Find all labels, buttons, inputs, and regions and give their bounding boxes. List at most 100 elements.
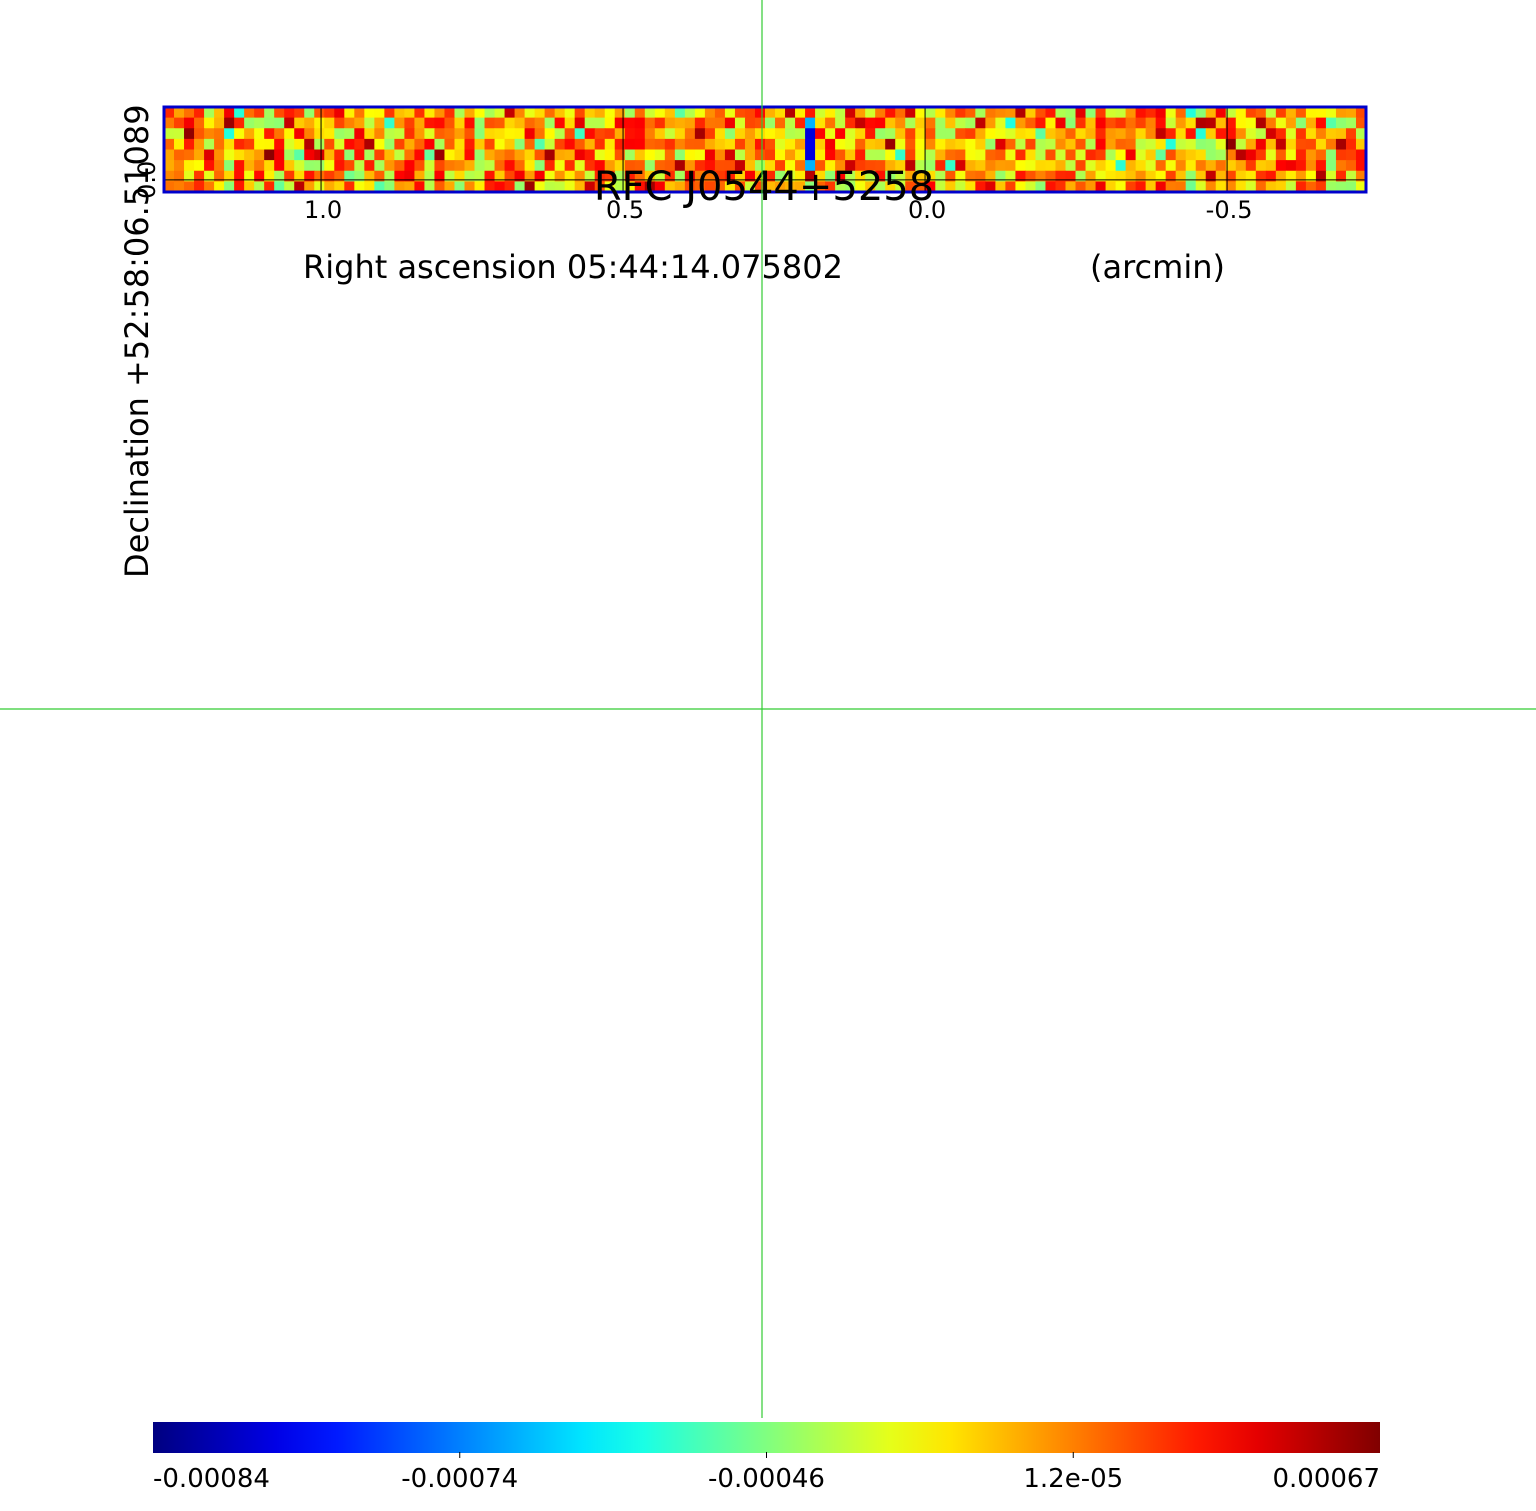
heatmap-cell [1315,138,1327,151]
heatmap-cell [274,149,285,161]
heatmap-cell [1045,149,1057,161]
heatmap-cell [474,160,486,172]
heatmap-cell [1115,181,1127,193]
heatmap-cell [935,107,946,119]
heatmap-cell [614,138,626,151]
heatmap-cell [1205,107,1217,119]
heatmap-cell [1075,160,1087,172]
heatmap-cell [905,117,916,129]
heatmap-cell [644,160,656,172]
heatmap-cell [1045,138,1057,151]
heatmap-cell [404,117,416,129]
colorbar-tick-label: 0.00067 [1272,1464,1380,1494]
heatmap-cell [664,149,676,161]
heatmap-cell [574,170,586,182]
heatmap-cell [1275,149,1287,161]
heatmap-cell [554,149,566,161]
heatmap-cell [925,160,936,172]
heatmap-cell [1015,138,1027,151]
heatmap-cell [194,117,205,129]
heatmap-cell [1195,138,1207,151]
heatmap-cell [835,160,846,172]
heatmap-cell [1045,117,1057,129]
heatmap-cell [885,181,896,193]
heatmap-cell [454,181,466,193]
heatmap-cell [875,117,886,129]
heatmap-cell [604,128,616,140]
heatmap-cell [1155,138,1167,151]
heatmap-cell [614,181,626,193]
heatmap-cell [1225,128,1237,140]
heatmap-cell [845,149,856,161]
heatmap-cell [634,138,646,151]
heatmap-cell [314,117,325,129]
heatmap-cell [574,117,586,129]
heatmap-cell [925,138,936,151]
heatmap-cell [935,117,946,129]
heatmap-cell [1135,160,1147,172]
heatmap-cell [1175,181,1187,193]
heatmap-cell [1125,160,1137,172]
heatmap-cell [404,160,416,172]
y-tick-label: 0.0 [133,161,161,199]
heatmap-cell [264,160,275,172]
heatmap-cell [1135,107,1147,119]
heatmap-cell [644,128,656,140]
heatmap-cell [1035,128,1047,140]
heatmap-cell [775,170,786,182]
heatmap-cell [785,117,796,129]
heatmap-cell [324,181,335,193]
heatmap-cell [1215,138,1227,151]
heatmap-cell [855,181,866,193]
heatmap-cell [1305,170,1317,182]
heatmap-cell [224,149,235,161]
heatmap-cell [1195,107,1207,119]
heatmap-cell [1265,149,1277,161]
heatmap-cell [765,181,776,193]
heatmap-cell [1045,160,1057,172]
heatmap-cell [704,160,716,172]
colorbar-tick-label: -0.00046 [708,1464,825,1494]
heatmap-cell [674,117,686,129]
heatmap-cell [444,149,456,161]
heatmap-cell [604,107,616,119]
heatmap-cell [1075,138,1087,151]
heatmap-cell [544,107,556,119]
heatmap-cell [815,170,826,182]
heatmap-cell [224,181,235,193]
heatmap-cell [754,181,766,193]
x-tick-label: -0.5 [1206,196,1253,224]
heatmap-cell [1095,138,1107,151]
heatmap-cell [975,170,986,182]
heatmap-cell [825,128,836,140]
heatmap-cell [454,138,466,151]
heatmap-cell [965,149,976,161]
heatmap-cell [905,107,916,119]
heatmap-cell [1255,149,1267,161]
heatmap-cell [564,138,576,151]
heatmap-cell [1325,128,1337,140]
heatmap-cell [1245,160,1257,172]
heatmap-cell [534,160,546,172]
heatmap-cell [324,170,335,182]
heatmap-cell [314,138,325,151]
heatmap-cell [1355,128,1367,140]
heatmap-cell [1025,170,1037,182]
heatmap-cell [344,181,355,193]
heatmap-cell [594,181,606,193]
heatmap-cell [724,138,736,151]
heatmap-cell [174,181,185,193]
heatmap-cell [204,117,215,129]
heatmap-cell [1175,160,1187,172]
heatmap-cell [374,181,385,193]
heatmap-cell [614,128,626,140]
heatmap-cell [805,170,816,182]
heatmap-cell [1345,138,1357,151]
heatmap-cell [664,117,676,129]
heatmap-cell [234,181,245,193]
heatmap-cell [354,160,365,172]
heatmap-cell [404,170,416,182]
heatmap-cell [604,149,616,161]
heatmap-cell [484,117,496,129]
heatmap-cell [1095,149,1107,161]
